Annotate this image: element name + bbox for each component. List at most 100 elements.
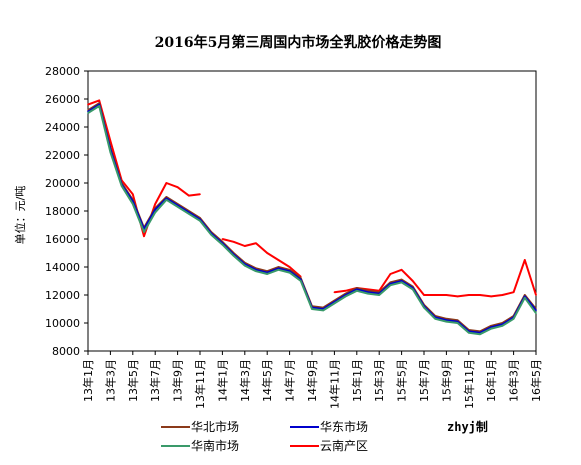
y-tick-label: 16000 [45,233,80,246]
data-point [524,259,526,261]
data-point [188,213,190,215]
legend-label: 华南市场 [191,438,239,453]
data-point [490,295,493,298]
data-point [176,206,179,208]
data-point [423,294,425,296]
data-point [501,325,504,327]
data-point [98,105,100,107]
data-point [501,294,504,296]
chart-title: 2016年5月第三周国内市场全乳胶价格走势图 [155,34,442,51]
data-point [356,287,358,289]
data-point [456,295,459,298]
data-point [288,266,291,268]
y-tick-label: 26000 [45,93,80,106]
y-axis-label: 单位：元/吨 [13,186,27,245]
y-tick-label: 10000 [45,317,80,330]
data-point [154,203,156,205]
data-point [468,294,470,296]
data-point [266,252,269,254]
data-point [199,220,201,222]
data-point [154,208,156,211]
data-point [87,112,89,114]
y-tick-label: 28000 [45,65,80,78]
x-tick-label: 15年11月 [462,359,476,409]
data-point [456,322,459,324]
x-tick-label: 16年1月 [484,359,498,402]
x-tick-label: 13年5月 [126,359,140,402]
data-point [400,280,403,282]
data-point [389,284,392,287]
x-tick-label: 14年9月 [305,359,319,402]
data-point [109,140,112,142]
data-point [445,294,448,296]
data-point [333,291,336,294]
data-point [244,245,246,247]
data-point [367,292,369,295]
x-tick-label: 13年11月 [193,359,207,409]
data-point [165,197,168,200]
y-tick-label: 20000 [45,177,80,190]
x-axis: 13年1月 13年3月 13年5月 13年7月 13年9月 13年11月 14年1月 14年3… [81,351,543,409]
y-tick-label: 12000 [45,289,80,302]
data-point [154,211,156,214]
data-point [445,320,448,323]
data-point [412,288,414,291]
data-point [210,234,212,236]
data-point [434,318,437,320]
data-point [479,294,481,296]
data-point [98,99,100,102]
data-point [165,182,168,184]
data-point [98,102,100,104]
y-tick-label: 14000 [45,261,80,274]
x-tick-label: 16年3月 [507,359,521,402]
data-point [132,203,134,205]
data-point [176,186,179,188]
y-tick-label: 22000 [45,149,80,162]
data-point [98,103,100,106]
data-point [277,267,280,270]
data-point [87,103,89,106]
data-point [277,259,280,261]
data-point [356,290,358,292]
data-point [221,238,224,240]
data-point [524,297,526,299]
data-point [311,308,313,310]
data-point [434,294,437,296]
data-point [255,242,257,244]
data-point [400,269,403,271]
data-point [255,270,257,273]
data-point [423,306,425,309]
data-point [378,294,381,296]
legend-label: 云南产区 [320,438,368,453]
x-tick-label: 13年9月 [171,359,185,402]
x-tick-label: 14年3月 [238,359,252,402]
data-point [322,309,325,312]
x-tick-label: 14年1月 [215,359,229,402]
data-point [524,295,526,298]
data-point [165,196,168,198]
data-point [143,235,145,237]
data-point [221,243,224,246]
data-point [412,280,414,282]
y-tick-label: 18000 [45,205,80,218]
data-point [232,255,235,257]
y-axis: 8000 10000 12000 14000 16000 18000 20000 22000 2… [45,65,88,358]
data-point [535,309,537,312]
x-tick-label: 15年1月 [350,359,364,402]
data-point [143,231,145,233]
data-point [266,273,269,275]
legend-label: 华东市场 [320,419,368,434]
data-point [512,291,515,294]
data-point [400,281,403,284]
data-point [277,269,280,271]
legend-label: 华北市场 [191,419,239,434]
x-tick-label: 13年7月 [148,359,162,402]
data-point [468,332,470,334]
x-tick-label: 14年7月 [283,359,297,402]
data-point [109,151,112,153]
x-tick-label: 15年7月 [417,359,431,402]
series-layer [87,99,537,336]
data-point [400,278,403,281]
data-point [479,333,481,336]
